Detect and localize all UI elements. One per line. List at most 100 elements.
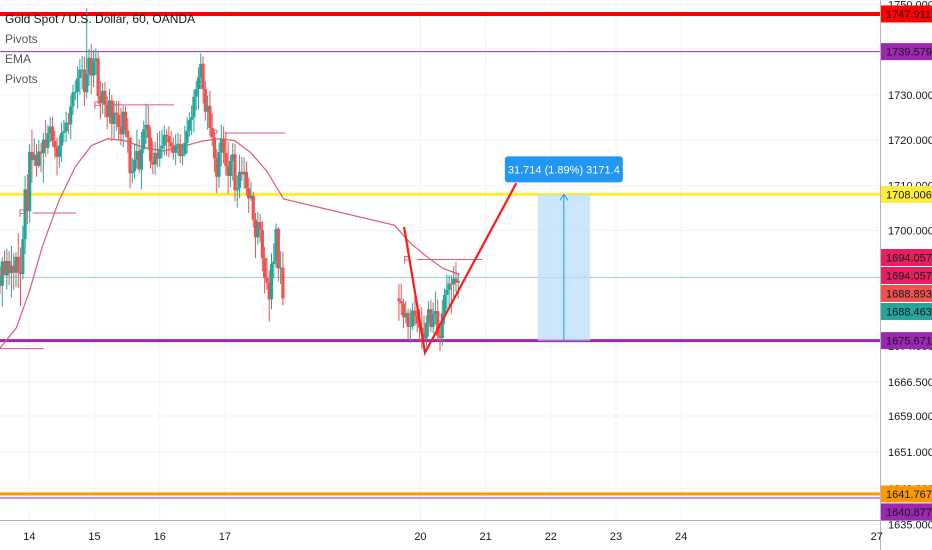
time-tick-label: 16 <box>154 531 166 543</box>
candle-body <box>233 154 237 191</box>
time-tick-label: 14 <box>23 531 35 543</box>
candle-body <box>121 111 125 135</box>
candle <box>142 120 146 154</box>
candle-body <box>192 96 196 118</box>
candle <box>242 157 246 190</box>
time-tick-label: 27 <box>871 531 883 543</box>
candle-body <box>215 158 219 177</box>
candle-body <box>406 312 410 327</box>
candle-body <box>14 256 18 273</box>
candle-body <box>244 171 248 189</box>
candle-body <box>153 152 157 165</box>
horizontal-levels <box>0 11 880 499</box>
candle-body <box>44 139 48 148</box>
candle <box>406 308 410 340</box>
candle-body <box>160 145 164 149</box>
candle <box>208 90 212 137</box>
time-tick-label: 20 <box>414 531 426 543</box>
price-tick-label: 1666.500 <box>888 377 932 389</box>
candle <box>69 95 73 140</box>
candle-body <box>82 69 87 93</box>
candle <box>16 233 20 289</box>
candle <box>199 53 203 90</box>
candle <box>171 137 175 160</box>
candle <box>237 154 242 199</box>
candle-body <box>50 126 55 142</box>
candle <box>201 56 205 104</box>
time-tick-label: 15 <box>88 531 100 543</box>
candle <box>144 103 148 144</box>
candle <box>128 137 132 189</box>
candle <box>404 300 408 324</box>
candle-body <box>251 195 255 220</box>
indicator-ema-legend[interactable]: EMA <box>5 52 32 66</box>
candle-body <box>199 63 203 78</box>
candle <box>167 126 171 158</box>
candle-body <box>413 310 417 316</box>
candle-body <box>399 301 403 304</box>
candle-body <box>436 311 440 336</box>
candle-body <box>190 117 194 120</box>
candle-body <box>440 313 444 339</box>
candle-body <box>217 151 221 177</box>
candle-body <box>408 326 412 328</box>
measure-label-box <box>504 156 623 183</box>
candle-body <box>23 189 27 240</box>
candle <box>210 113 214 147</box>
candle <box>80 56 84 90</box>
candle-body <box>12 265 16 273</box>
price-tag-label: 1694.057 <box>886 270 932 282</box>
candle <box>251 191 255 228</box>
candle <box>174 134 178 166</box>
candle-body <box>212 137 217 159</box>
candle-body <box>98 95 102 104</box>
candle <box>219 124 223 167</box>
price-tag-label: 1739.579 <box>886 47 932 59</box>
candle-body <box>112 112 116 124</box>
candle <box>436 299 440 342</box>
candle-body <box>256 222 260 238</box>
candle <box>203 80 207 121</box>
candle-body <box>203 89 207 112</box>
candle-body <box>171 146 175 153</box>
candle <box>18 247 23 307</box>
candle <box>28 144 32 223</box>
price-tick-label: 1720.000 <box>888 135 932 147</box>
candle <box>235 175 239 208</box>
candle <box>112 100 116 139</box>
candle-body <box>429 309 433 327</box>
candle <box>41 132 45 183</box>
candle-body <box>123 111 128 131</box>
candle-body <box>34 154 39 166</box>
candle-body <box>228 160 233 176</box>
candle <box>78 59 82 95</box>
candle <box>25 174 29 225</box>
candle-body <box>231 154 235 161</box>
candle <box>249 181 253 201</box>
candle-body <box>415 315 419 324</box>
candle-body <box>119 127 123 135</box>
candle <box>121 105 125 148</box>
candle-body <box>139 149 144 170</box>
price-range-measure[interactable]: 31.714 (1.89%) 3171.4 <box>504 156 623 341</box>
candle-body <box>269 264 274 300</box>
candle <box>445 274 449 309</box>
candle-body <box>103 90 107 105</box>
candle <box>75 66 80 109</box>
symbol-title[interactable]: Gold Spot / U.S. Dollar, 60, OANDA <box>5 12 196 26</box>
candle-body <box>260 229 264 259</box>
candle <box>94 48 98 76</box>
candle-body <box>5 260 9 276</box>
candle-body <box>263 258 267 279</box>
candle-body <box>30 151 34 161</box>
candle <box>267 270 271 322</box>
candle-body <box>194 89 198 97</box>
indicator-pivots-legend-2[interactable]: Pivots <box>5 72 38 86</box>
indicator-pivots-legend[interactable]: Pivots <box>5 32 38 46</box>
price-tag <box>881 266 932 284</box>
candle <box>73 80 77 100</box>
candle-body <box>71 92 75 107</box>
candle <box>137 139 141 174</box>
candle <box>91 50 96 88</box>
